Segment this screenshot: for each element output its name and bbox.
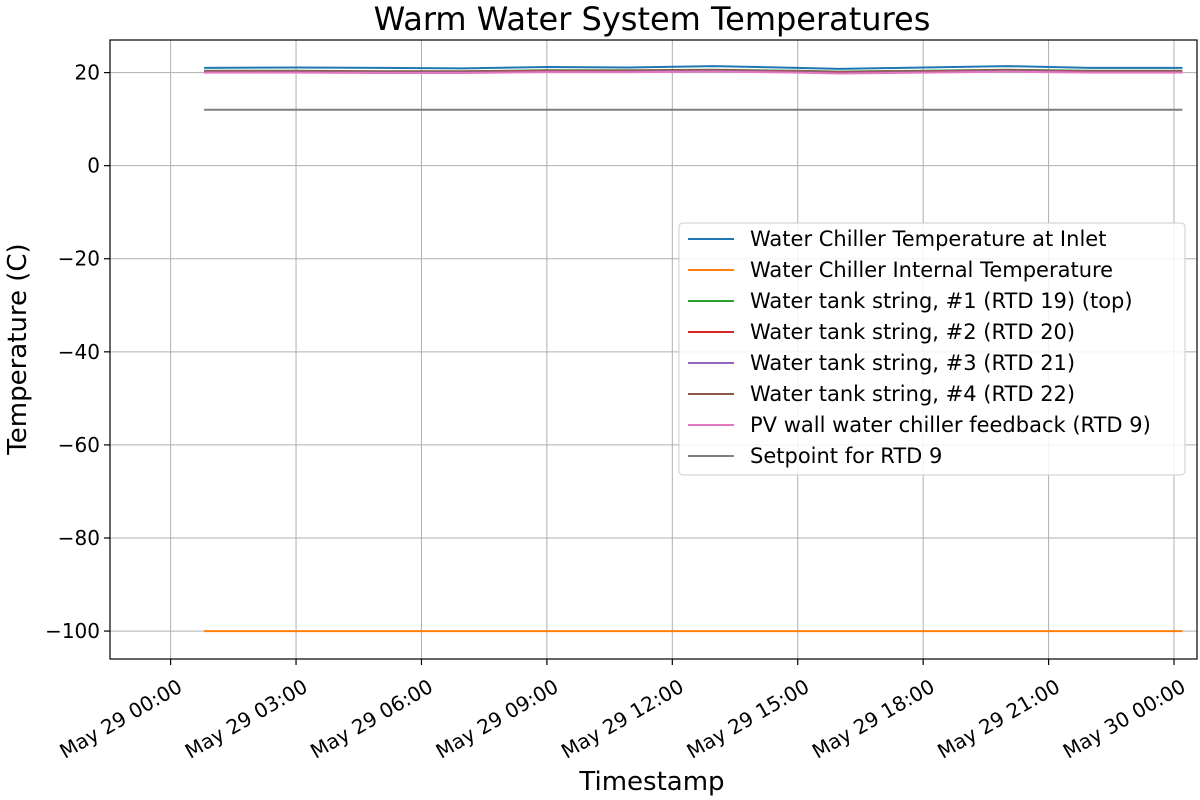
x-tick-label: May 29 09:00 xyxy=(432,674,563,763)
series-line-6 xyxy=(204,70,1183,75)
x-tick-label: May 29 06:00 xyxy=(306,674,437,763)
legend: Water Chiller Temperature at Inlet Water … xyxy=(678,222,1186,476)
legend-label-6: PV wall water chiller feedback (RTD 9) xyxy=(750,413,1151,437)
x-tick-label: May 29 12:00 xyxy=(557,674,688,763)
x-tick-label: May 29 00:00 xyxy=(55,674,186,763)
y-axis: 20 0 −20 −40 −60 −80 −100 xyxy=(45,61,110,643)
legend-label-2: Water tank string, #1 (RTD 19) (top) xyxy=(750,289,1133,313)
legend-label-3: Water tank string, #2 (RTD 20) xyxy=(750,320,1075,344)
legend-label-7: Setpoint for RTD 9 xyxy=(750,444,942,468)
x-tick-label: May 29 03:00 xyxy=(181,674,312,763)
y-tick-label: −100 xyxy=(45,619,100,643)
legend-box xyxy=(678,222,1186,476)
x-tick-label: May 30 00:00 xyxy=(1059,674,1190,763)
y-tick-label: −40 xyxy=(58,340,100,364)
y-tick-label: −80 xyxy=(58,526,100,550)
y-axis-label: Temperature (C) xyxy=(3,243,33,455)
legend-label-5: Water tank string, #4 (RTD 22) xyxy=(750,382,1075,406)
y-tick-label: 0 xyxy=(87,154,100,178)
plot-frame xyxy=(109,39,1198,660)
legend-label-1: Water Chiller Internal Temperature xyxy=(750,258,1113,282)
y-tick-label: −20 xyxy=(58,247,100,271)
series-line-0 xyxy=(204,65,1183,70)
x-tick-label: May 29 18:00 xyxy=(808,674,939,763)
y-tick-label: −60 xyxy=(58,433,100,457)
y-tick-label: 20 xyxy=(75,61,100,85)
x-axis-label: Timestamp xyxy=(578,767,724,797)
legend-label-0: Water Chiller Temperature at Inlet xyxy=(750,227,1106,251)
x-tick-label: May 29 21:00 xyxy=(933,674,1064,763)
legend-label-4: Water tank string, #3 (RTD 21) xyxy=(750,351,1075,375)
x-tick-label: May 29 15:00 xyxy=(682,674,813,763)
chart-title: Warm Water System Temperatures xyxy=(374,0,931,38)
series-lines xyxy=(204,65,1183,633)
